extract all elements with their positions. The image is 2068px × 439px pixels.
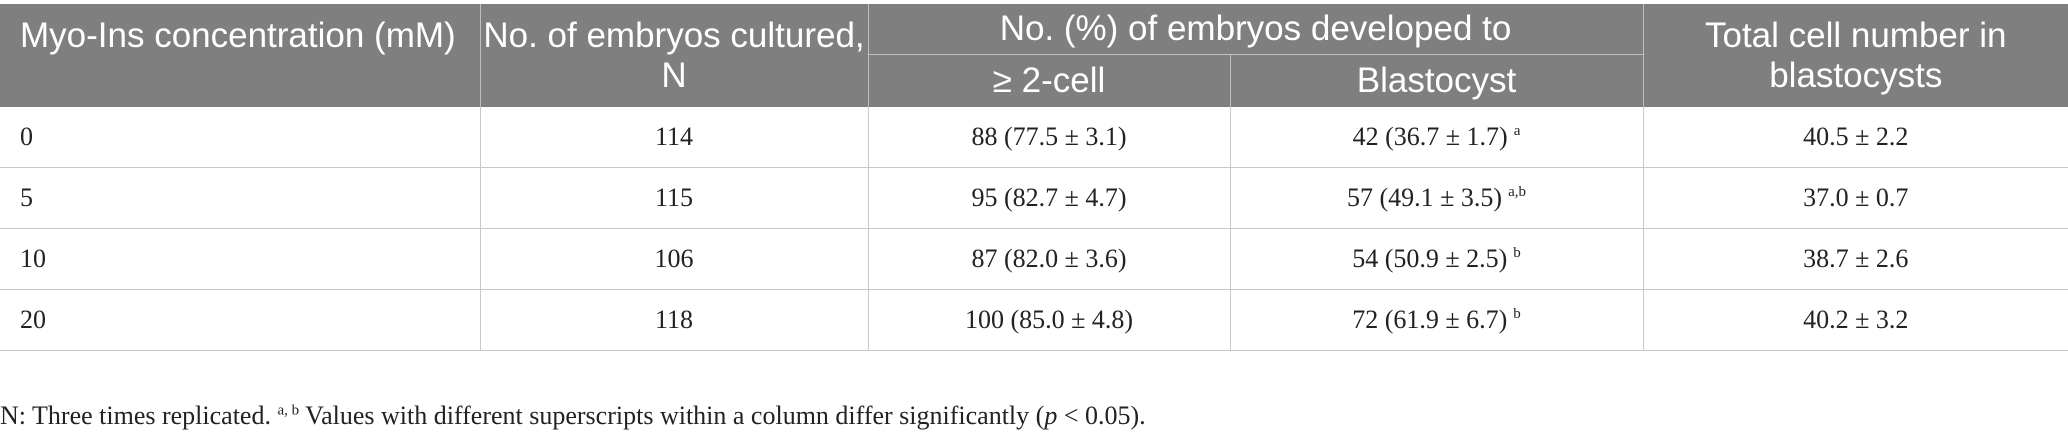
header-total-cell-number: Total cell number in blastocysts	[1642, 4, 2068, 107]
cell-blastocyst: 42 (36.7 ± 1.7) a	[1229, 107, 1644, 168]
header-embryos-cultured: No. of embryos cultured, N	[479, 4, 869, 107]
significance-superscript: b	[1513, 306, 1521, 323]
cell-total-cell-number: 40.5 ± 2.2	[1642, 107, 2068, 168]
footnote-text-2: Values with different superscripts withi…	[299, 401, 1045, 430]
cell-blastocyst: 57 (49.1 ± 3.5) a,b	[1229, 167, 1644, 229]
cell-total-cell-number: 40.2 ± 3.2	[1642, 289, 2068, 351]
table-footnote: N: Three times replicated. a, b Values w…	[0, 401, 1146, 431]
cell-concentration: 0	[0, 107, 480, 168]
blastocyst-value: 72 (61.9 ± 6.7)	[1352, 305, 1508, 334]
table-row: 0 114 88 (77.5 ± 3.1) 42 (36.7 ± 1.7) a 4…	[0, 107, 2068, 168]
blastocyst-value: 54 (50.9 ± 2.5)	[1352, 244, 1508, 273]
table-row: 5 115 95 (82.7 ± 4.7) 57 (49.1 ± 3.5) a,b…	[0, 167, 2068, 229]
cell-total-cell-number: 38.7 ± 2.6	[1642, 228, 2068, 290]
header-embryos-developed-group: No. (%) of embryos developed to	[867, 4, 1644, 55]
header-myo-ins-concentration: Myo-Ins concentration (mM)	[0, 4, 481, 107]
blastocyst-value: 42 (36.7 ± 1.7)	[1352, 122, 1508, 151]
table-row: 10 106 87 (82.0 ± 3.6) 54 (50.9 ± 2.5) b …	[0, 228, 2068, 290]
cell-two-cell: 100 (85.0 ± 4.8)	[867, 289, 1230, 351]
significance-superscript: a	[1513, 123, 1521, 140]
cell-concentration: 20	[0, 289, 480, 351]
footnote-p-symbol: p	[1044, 401, 1058, 430]
cell-embryos-cultured: 115	[479, 167, 868, 229]
header-two-cell: ≥ 2-cell	[868, 54, 1231, 107]
cell-two-cell: 95 (82.7 ± 4.7)	[867, 167, 1230, 229]
cell-embryos-cultured: 106	[479, 228, 868, 290]
cell-concentration: 10	[0, 228, 480, 290]
cell-two-cell: 87 (82.0 ± 3.6)	[867, 228, 1230, 290]
footnote-superscript: a, b	[277, 402, 300, 419]
cell-total-cell-number: 37.0 ± 0.7	[1642, 167, 2068, 229]
cell-embryos-cultured: 118	[479, 289, 868, 351]
blastocyst-value: 57 (49.1 ± 3.5)	[1347, 183, 1503, 212]
cell-concentration: 5	[0, 167, 480, 229]
cell-blastocyst: 72 (61.9 ± 6.7) b	[1229, 289, 1644, 351]
footnote-text-1: N: Three times replicated.	[0, 401, 278, 430]
results-table: Myo-Ins concentration (mM) No. of embryo…	[0, 4, 2068, 351]
significance-superscript: a,b	[1508, 184, 1527, 201]
header-blastocyst: Blastocyst	[1229, 54, 1644, 107]
cell-embryos-cultured: 114	[479, 107, 868, 168]
table-row: 20 118 100 (85.0 ± 4.8) 72 (61.9 ± 6.7) b…	[0, 289, 2068, 351]
cell-blastocyst: 54 (50.9 ± 2.5) b	[1229, 228, 1644, 290]
significance-superscript: b	[1513, 245, 1521, 262]
cell-two-cell: 88 (77.5 ± 3.1)	[867, 107, 1230, 168]
footnote-text-3: < 0.05).	[1057, 401, 1146, 430]
